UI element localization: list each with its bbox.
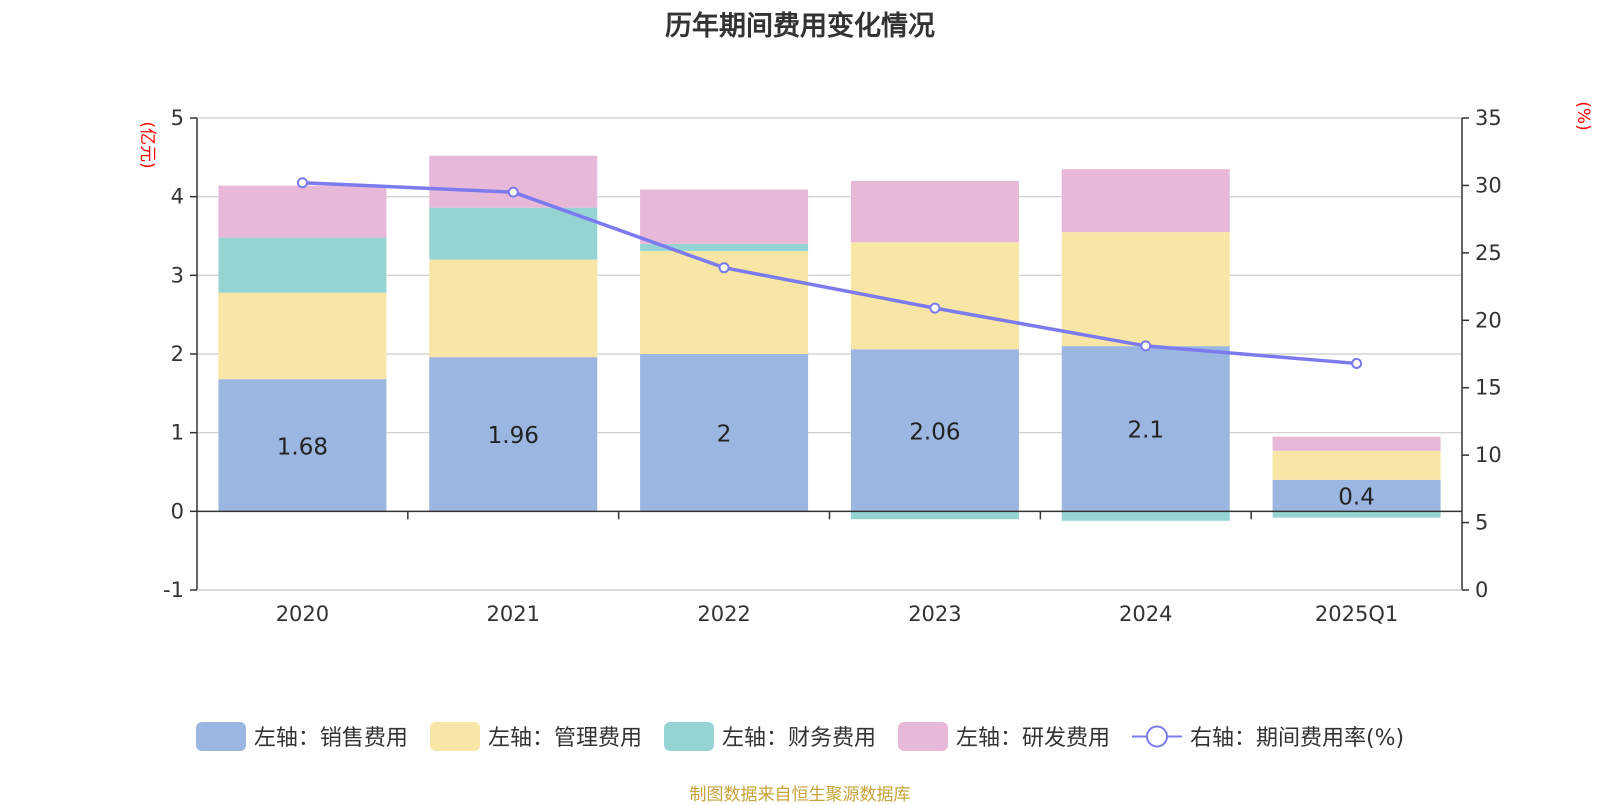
bar-segment: [429, 357, 598, 512]
rate-line: [296, 177, 1363, 369]
left-tick-label: -1: [163, 578, 184, 602]
bar-segment: [850, 349, 1019, 512]
x-tick-label: 2023: [908, 602, 961, 626]
bar-segment: [1061, 346, 1230, 512]
left-tick-label: 2: [171, 342, 184, 366]
bar-data-label: 2.06: [909, 419, 960, 445]
data-labels: 1.68 1.96 2 2.06 2.1 0.4: [277, 418, 1375, 511]
rate-point: [1140, 340, 1152, 352]
x-tick-label: 2025Q1: [1315, 602, 1398, 626]
legend-label: 右轴：期间费用率(%): [1189, 726, 1405, 751]
bar-segment: [640, 354, 809, 512]
bar-segment: [1272, 479, 1441, 512]
legend-swatch: [429, 721, 480, 751]
legend-label: 左轴：销售费用: [253, 726, 408, 751]
left-axis-unit: (亿元): [137, 121, 157, 168]
rate-point: [296, 177, 308, 189]
bar-segment: [429, 155, 598, 208]
bar-segment: [1061, 232, 1230, 347]
right-tick-label: 30: [1475, 173, 1502, 197]
source-note: 制图数据来自恒生聚源数据库: [689, 785, 911, 805]
bar-data-label: 2.1: [1127, 418, 1164, 444]
bar-segment: [218, 292, 387, 380]
x-tick-label: 2021: [487, 602, 540, 626]
left-tick-label: 0: [171, 499, 184, 523]
bars: [218, 155, 1441, 521]
right-tick-label: 25: [1475, 241, 1502, 265]
bar-segment: [850, 180, 1019, 243]
right-tick-label: 0: [1475, 578, 1488, 602]
legend-swatch: [663, 721, 714, 751]
x-tick-label: 2020: [276, 602, 329, 626]
bar-data-label: 2: [717, 422, 732, 448]
bar-segment: [640, 243, 809, 251]
axes: 2020 2021 2022 2023 2024 2025Q1 -1 0 1 2 3 4 5 0 5 10 15…: [137, 101, 1593, 626]
bar-segment: [429, 259, 598, 358]
right-tick-label: 5: [1475, 511, 1488, 535]
bar-segment: [218, 379, 387, 512]
bar-data-label: 1.68: [277, 434, 328, 460]
legend-item[interactable]: 左轴：管理费用: [429, 720, 642, 752]
legend-label: 左轴：管理费用: [487, 726, 642, 751]
rate-point: [1351, 357, 1363, 369]
legend-swatch: [897, 721, 948, 751]
legend-swatch: [195, 721, 246, 751]
bar-data-label: 0.4: [1338, 485, 1375, 511]
legend-item[interactable]: 左轴：财务费用: [663, 720, 876, 752]
left-tick-label: 1: [171, 421, 184, 445]
bar-segment: [1061, 169, 1230, 233]
legend-label: 左轴：研发费用: [955, 726, 1110, 751]
left-tick-label: 3: [171, 263, 184, 287]
rate-point: [507, 186, 519, 198]
left-tick-label: 5: [171, 106, 184, 130]
legend-item[interactable]: 右轴：期间费用率(%): [1131, 720, 1405, 752]
right-tick-label: 10: [1475, 443, 1502, 467]
bar-segment: [640, 189, 809, 244]
legend-line-marker: [1131, 725, 1182, 747]
right-tick-label: 35: [1475, 106, 1502, 130]
bar-segment: [429, 207, 598, 260]
legend-item[interactable]: 左轴：研发费用: [897, 720, 1110, 752]
bar-segment: [218, 237, 387, 293]
right-tick-label: 15: [1475, 376, 1502, 400]
legend-label: 左轴：财务费用: [721, 726, 876, 751]
legend-item[interactable]: 左轴：销售费用: [195, 720, 408, 752]
bar-data-label: 1.96: [488, 423, 539, 449]
rate-point: [718, 262, 730, 274]
bar-segment: [1272, 436, 1441, 451]
bar-segment: [1272, 511, 1441, 518]
bar-segment: [850, 511, 1019, 520]
bar-segment: [218, 185, 387, 238]
rate-line-path: [302, 180, 1357, 366]
chart-area: 2020 2021 2022 2023 2024 2025Q1 -1 0 1 2 3 4 5 0 5 10 15…: [137, 101, 1593, 626]
x-tick-label: 2022: [697, 602, 750, 626]
bar-segment: [1272, 450, 1441, 480]
rate-point: [929, 302, 941, 314]
right-tick-label: 20: [1475, 308, 1502, 332]
legend: 左轴：销售费用 左轴：管理费用 左轴：财务费用 左轴：研发费用 右轴：期间费用率(%): [0, 720, 1600, 752]
x-tick-label: 2024: [1119, 602, 1172, 626]
left-tick-label: 4: [171, 185, 184, 209]
right-axis-unit: (%): [1573, 101, 1593, 130]
bar-segment: [1061, 511, 1230, 521]
chart-title: 历年期间费用变化情况: [665, 11, 935, 42]
